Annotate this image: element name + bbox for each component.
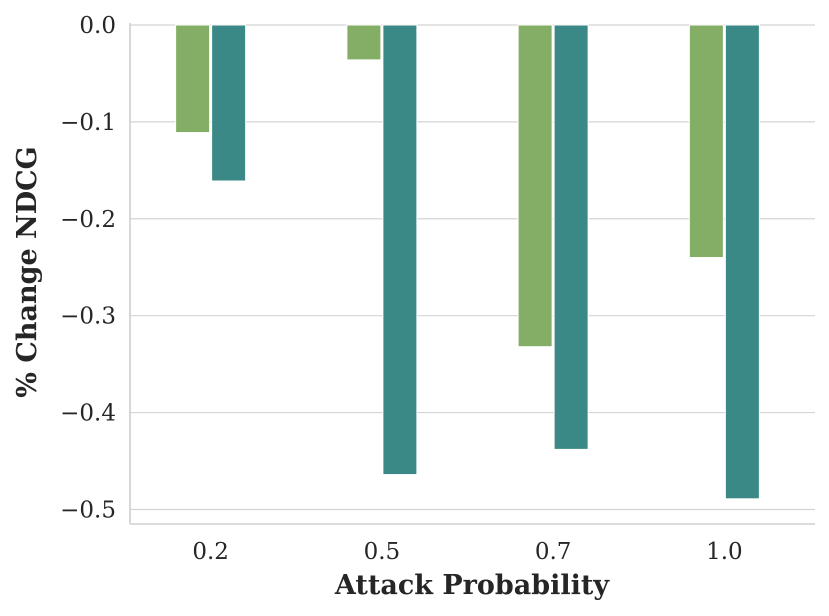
bar-series-1-0.7 [517,24,553,348]
bar-series-2-1.0 [724,24,760,500]
y-tick-label: −0.1 [60,110,116,136]
x-tick-label: 0.7 [535,539,572,565]
x-tick-label: 0.5 [364,539,401,565]
y-tick-label: 0.0 [79,13,116,39]
bar-series-1-0.5 [346,24,382,61]
x-tick-label: 1.0 [706,539,743,565]
y-tick-label: −0.4 [60,401,116,427]
bar-series-2-0.2 [211,24,247,182]
y-tick-label: −0.2 [60,207,116,233]
bar-series-1-1.0 [688,24,724,259]
y-axis-title: % Change NDCG [12,146,43,397]
bar-series-1-0.2 [175,24,211,134]
bar-series-2-0.5 [382,24,418,476]
x-tick-labels: 0.2 0.5 0.7 1.0 [192,539,742,565]
y-tick-label: −0.3 [60,304,116,330]
bar-series-2-0.7 [553,24,589,450]
x-axis-title: Attack Probability [334,570,610,601]
y-tick-labels: 0.0 −0.1 −0.2 −0.3 −0.4 −0.5 [60,13,116,523]
bars [175,24,760,500]
y-tick-label: −0.5 [60,497,116,523]
axes [129,23,815,525]
x-tick-label: 0.2 [192,539,229,565]
